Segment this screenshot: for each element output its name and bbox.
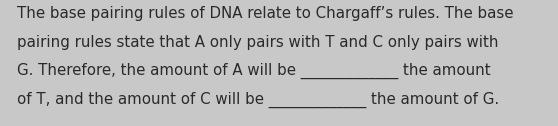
Text: pairing rules state that A only pairs with T and C only pairs with: pairing rules state that A only pairs wi…	[17, 35, 498, 50]
Text: of T, and the amount of C will be _____________ the amount of G.: of T, and the amount of C will be ______…	[17, 92, 499, 108]
Text: G. Therefore, the amount of A will be _____________ the amount: G. Therefore, the amount of A will be __…	[17, 63, 490, 79]
Text: The base pairing rules of DNA relate to Chargaff’s rules. The base: The base pairing rules of DNA relate to …	[17, 6, 513, 21]
